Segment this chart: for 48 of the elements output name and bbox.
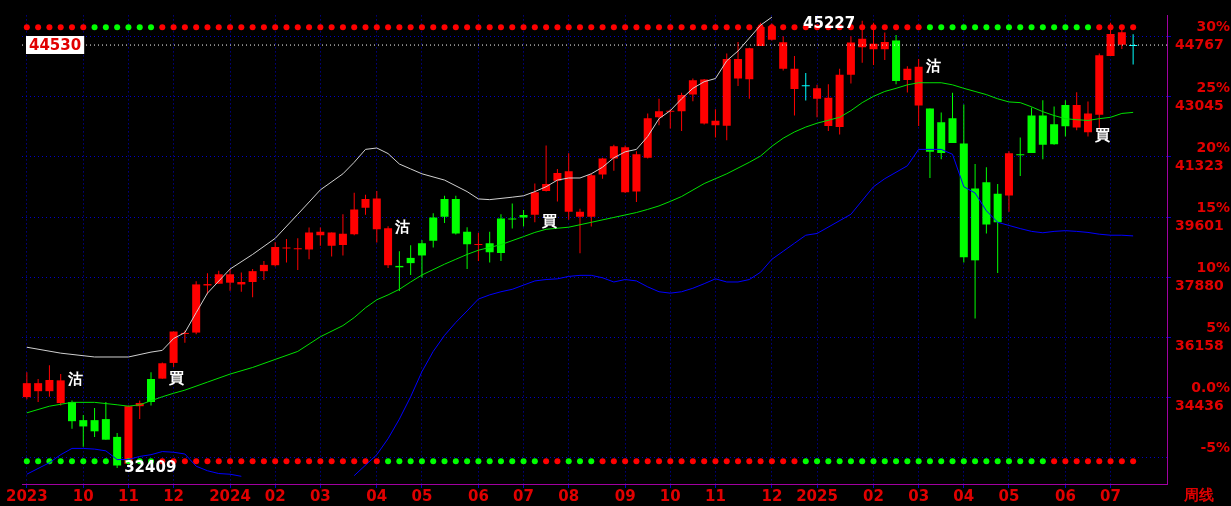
x-tick-label: 03 (908, 486, 930, 505)
x-tick-label: 03 (309, 486, 331, 505)
x-tick-label: 06 (1054, 486, 1076, 505)
x-tick-label: 09 (614, 486, 636, 505)
x-tick-label: 04 (953, 486, 975, 505)
y2-tick-label: 15% (1196, 198, 1230, 215)
annotation: 買 (168, 368, 185, 387)
annotation: 沽 (394, 218, 411, 237)
y2-tick-label: 5% (1206, 318, 1230, 335)
y-tick-label: 44767 (1175, 36, 1224, 53)
x-tick-label: 11 (118, 486, 139, 505)
x-tick-label: 2024 (209, 486, 251, 505)
x-tick-label: 2023 (5, 486, 48, 505)
x-tick-label: 05 (411, 486, 433, 505)
y-tick-label: 36158 (1175, 336, 1224, 353)
y-tick-label: 37880 (1175, 276, 1224, 293)
x-tick-label: 07 (1100, 486, 1121, 505)
annotation: 沽 (924, 56, 941, 75)
y2-tick-label: 30% (1196, 18, 1230, 35)
x-tick-label: 12 (163, 486, 185, 505)
y2-tick-label: 20% (1196, 138, 1230, 155)
y2-tick-label: 10% (1196, 258, 1230, 275)
text: 周线 (1183, 485, 1214, 504)
annotation: 買 (540, 212, 557, 231)
x-tick-label: 11 (705, 486, 726, 505)
annotation: 45227 (803, 14, 856, 33)
ref-line-label: 44530 (29, 35, 82, 54)
x-tick-label: 08 (558, 486, 580, 505)
x-tick-label: 10 (72, 486, 94, 505)
annotation: 買 (1093, 126, 1110, 145)
y-tick-label: 39601 (1175, 216, 1224, 233)
x-tick-label: 04 (366, 486, 388, 505)
annotation: 32409 (124, 457, 177, 476)
x-tick-label: 12 (761, 486, 783, 505)
y-tick-label: 34436 (1175, 396, 1224, 413)
x-tick-label: 10 (659, 486, 681, 505)
x-tick-label: 07 (513, 486, 534, 505)
y2-tick-label: 25% (1196, 78, 1230, 95)
y2-tick-label: 0.0% (1191, 378, 1230, 395)
x-tick-label: 02 (863, 486, 884, 505)
x-tick-label: 2025 (796, 486, 838, 505)
x-tick-label: 06 (467, 486, 489, 505)
x-tick-label: 05 (998, 486, 1020, 505)
y-tick-label: 43045 (1175, 96, 1224, 113)
x-tick-label: 02 (264, 486, 286, 505)
y2-tick-label: -5% (1200, 438, 1230, 455)
annotation: 沽 (66, 370, 83, 389)
y-tick-label: 41323 (1175, 156, 1224, 173)
